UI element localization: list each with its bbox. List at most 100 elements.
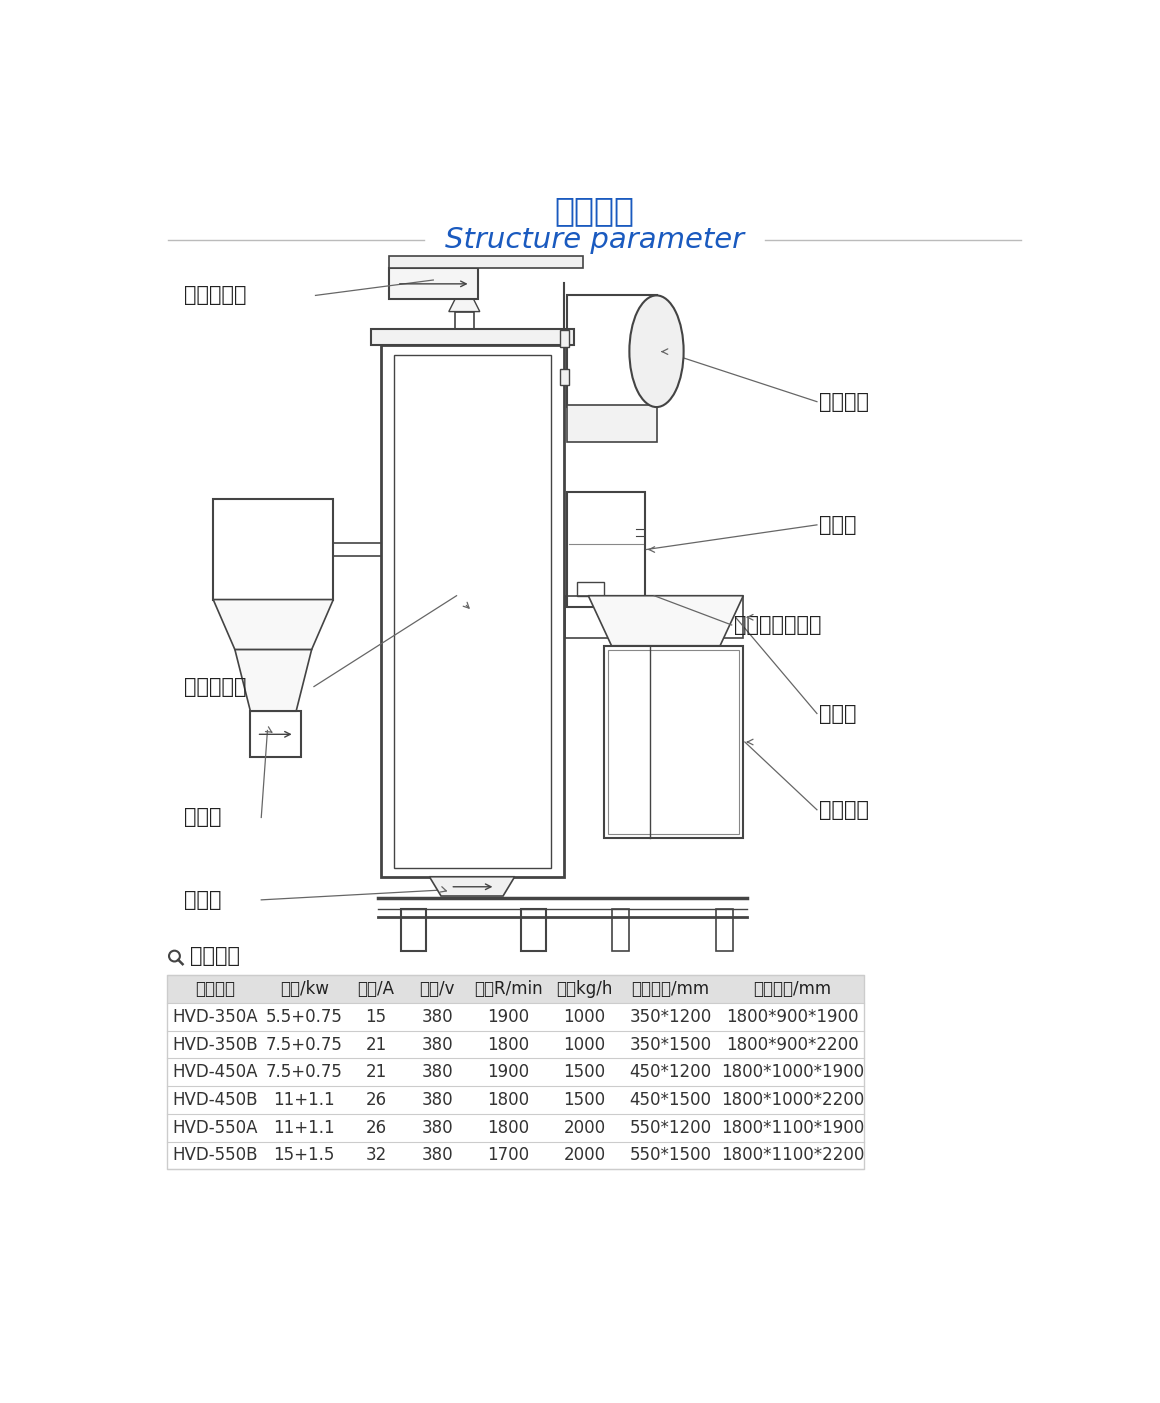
Bar (167, 1031, 864, 1058)
Text: 1800: 1800 (487, 1035, 529, 1054)
Text: 380: 380 (421, 1118, 454, 1136)
Text: 转速R/min: 转速R/min (473, 981, 543, 998)
Text: 进水口（可选）: 进水口（可选） (734, 615, 821, 636)
Bar (389, 268, 478, 299)
Text: HVD-550B: HVD-550B (173, 1146, 258, 1164)
Text: 结构参数: 结构参数 (554, 194, 635, 227)
Bar (167, 975, 864, 1169)
Bar (604, 645, 744, 838)
Bar (393, 355, 551, 867)
Text: 7.5+0.75: 7.5+0.75 (266, 1035, 342, 1054)
Text: 11+1.1: 11+1.1 (274, 1092, 335, 1108)
Bar (167, 1086, 864, 1114)
Bar (389, 257, 582, 268)
Bar (400, 909, 426, 951)
Bar (608, 650, 739, 835)
Bar (382, 345, 564, 877)
Text: 450*1200: 450*1200 (630, 1063, 711, 1082)
Text: 1800*900*2200: 1800*900*2200 (726, 1035, 858, 1054)
Text: 1900: 1900 (487, 1007, 529, 1026)
Text: 皮带防护罩: 皮带防护罩 (183, 285, 246, 306)
Text: 产量kg/h: 产量kg/h (557, 981, 612, 998)
Text: 1000: 1000 (564, 1007, 606, 1026)
Text: 350*1500: 350*1500 (630, 1035, 711, 1054)
Text: 550*1500: 550*1500 (630, 1146, 711, 1164)
Text: 进料斗: 进料斗 (819, 703, 857, 724)
Polygon shape (429, 877, 515, 897)
Polygon shape (449, 299, 480, 311)
Text: 380: 380 (421, 1146, 454, 1164)
Text: 450*1500: 450*1500 (630, 1092, 711, 1108)
Text: 380: 380 (421, 1063, 454, 1082)
Polygon shape (234, 650, 312, 711)
Text: HVD-450A: HVD-450A (173, 1063, 258, 1082)
Text: 喜料电机: 喜料电机 (819, 800, 869, 819)
Text: 2000: 2000 (564, 1118, 606, 1136)
Text: 1800*1100*1900: 1800*1100*1900 (720, 1118, 864, 1136)
Text: 电控筱: 电控筱 (819, 515, 857, 535)
Text: 26: 26 (365, 1118, 386, 1136)
Text: 21: 21 (365, 1035, 386, 1054)
Text: HVD-550A: HVD-550A (173, 1118, 258, 1136)
Bar (251, 711, 300, 758)
Text: Structure parameter: Structure parameter (445, 226, 744, 254)
Text: 5.5+0.75: 5.5+0.75 (266, 1007, 342, 1026)
Text: 26: 26 (365, 1092, 386, 1108)
Bar (213, 499, 333, 599)
Text: 15: 15 (365, 1007, 386, 1026)
Polygon shape (588, 596, 744, 645)
Bar (716, 909, 733, 951)
Text: 32: 32 (365, 1146, 386, 1164)
Text: 1800: 1800 (487, 1092, 529, 1108)
Bar (567, 492, 645, 607)
Text: 350*1200: 350*1200 (630, 1007, 711, 1026)
Text: 1800*1100*2200: 1800*1100*2200 (720, 1146, 864, 1164)
Bar (559, 330, 568, 347)
Text: HVD-350B: HVD-350B (173, 1035, 258, 1054)
Text: 2000: 2000 (564, 1146, 606, 1164)
Bar (167, 1114, 864, 1142)
Text: 快速清机门: 快速清机门 (183, 676, 246, 696)
Bar (611, 909, 629, 951)
Text: HVD-450B: HVD-450B (173, 1092, 258, 1108)
Text: 1800*900*1900: 1800*900*1900 (726, 1007, 858, 1026)
Text: 主轴电机: 主轴电机 (819, 391, 869, 411)
Bar (167, 1142, 864, 1169)
Text: 技术参数: 技术参数 (190, 946, 240, 967)
Text: 功率/kw: 功率/kw (280, 981, 328, 998)
Text: 产品型号: 产品型号 (195, 981, 235, 998)
Bar (167, 975, 864, 1003)
Bar (167, 1003, 864, 1031)
Bar (455, 311, 473, 328)
Bar (565, 596, 744, 638)
Ellipse shape (630, 296, 683, 407)
Text: 内部尺寸/mm: 内部尺寸/mm (631, 981, 710, 998)
Text: 380: 380 (421, 1092, 454, 1108)
Text: 1000: 1000 (564, 1035, 606, 1054)
Text: 1500: 1500 (564, 1063, 606, 1082)
Text: 出料口: 出料口 (183, 808, 222, 828)
Text: 外形尺寸/mm: 外形尺寸/mm (754, 981, 832, 998)
Text: HVD-350A: HVD-350A (173, 1007, 258, 1026)
Bar (577, 582, 604, 596)
Text: 11+1.1: 11+1.1 (274, 1118, 335, 1136)
Text: 380: 380 (421, 1007, 454, 1026)
Polygon shape (213, 599, 333, 650)
Text: 电压/v: 电压/v (420, 981, 455, 998)
Text: 7.5+0.75: 7.5+0.75 (266, 1063, 342, 1082)
Bar (167, 1058, 864, 1086)
Bar (559, 369, 568, 386)
Bar (521, 909, 545, 951)
Text: 1900: 1900 (487, 1063, 529, 1082)
Text: 1700: 1700 (487, 1146, 529, 1164)
Text: 1800*1000*2200: 1800*1000*2200 (720, 1092, 864, 1108)
Bar (567, 404, 657, 442)
Bar (567, 296, 657, 407)
Text: 电流/A: 电流/A (357, 981, 394, 998)
Text: 380: 380 (421, 1035, 454, 1054)
Text: 21: 21 (365, 1063, 386, 1082)
Text: 1500: 1500 (564, 1092, 606, 1108)
Text: 1800: 1800 (487, 1118, 529, 1136)
Text: 550*1200: 550*1200 (630, 1118, 711, 1136)
Text: 15+1.5: 15+1.5 (274, 1146, 335, 1164)
